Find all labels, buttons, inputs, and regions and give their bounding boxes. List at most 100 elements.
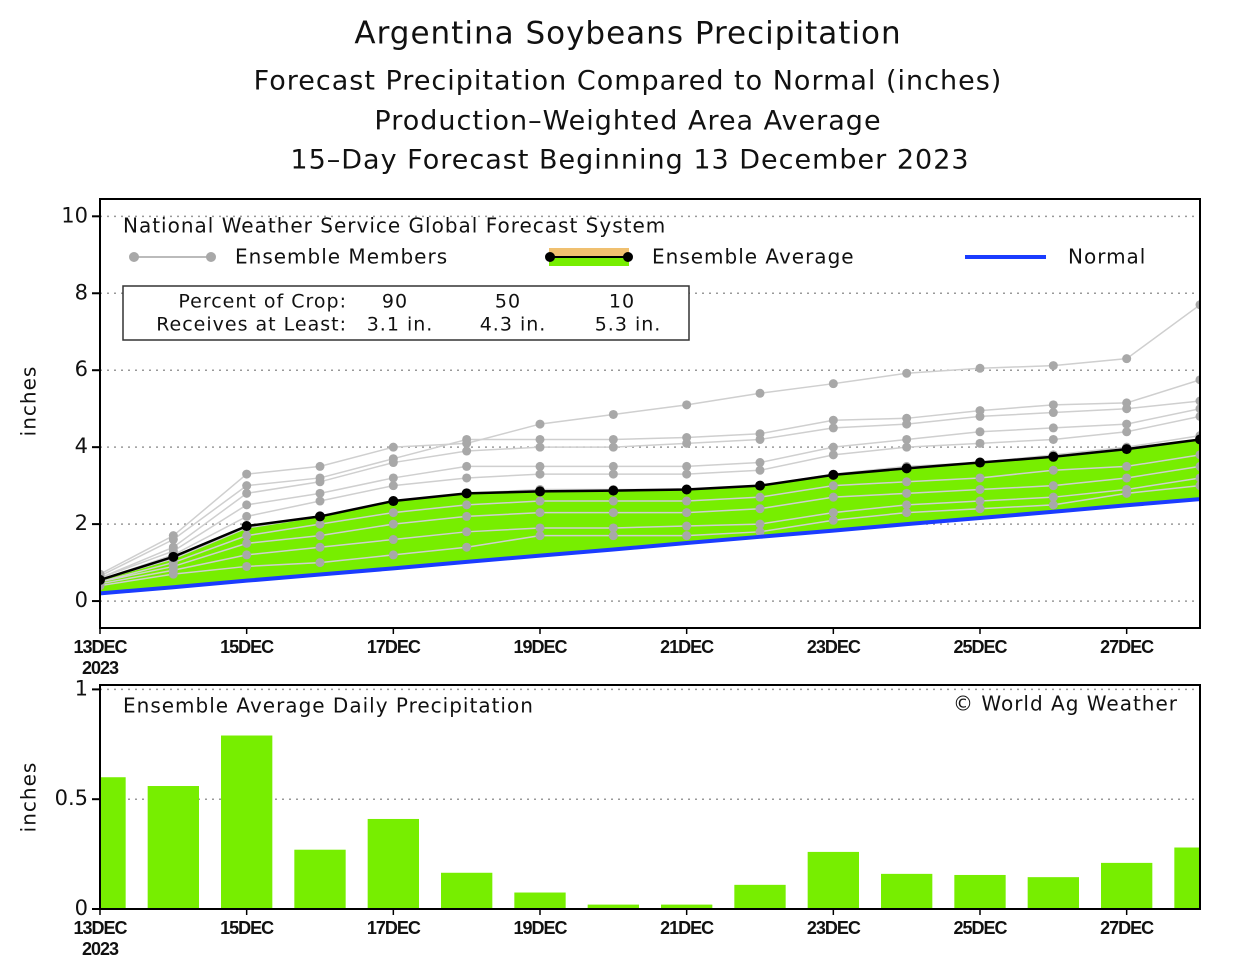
member-point	[315, 542, 325, 552]
average-point	[315, 511, 325, 522]
member-point	[902, 488, 912, 498]
member-point	[315, 496, 325, 506]
average-point	[168, 551, 179, 562]
member-line	[100, 484, 1200, 587]
average-point	[901, 463, 912, 474]
member-point	[828, 415, 838, 425]
x-tick-label: 13DEC	[73, 637, 127, 657]
member-point	[535, 461, 545, 471]
member-point	[242, 500, 252, 510]
plot-frame	[99, 198, 1201, 629]
chart-title: Ensemble Average Daily Precipitation	[123, 694, 534, 718]
member-point	[902, 477, 912, 487]
member-point	[242, 531, 252, 541]
member-point	[682, 531, 692, 541]
member-point	[755, 504, 765, 514]
member-point	[242, 488, 252, 498]
member-point	[608, 508, 618, 518]
member-point	[462, 446, 472, 456]
member-point	[828, 423, 838, 433]
member-point	[902, 500, 912, 510]
member-point	[462, 473, 472, 483]
y-tick-label: 4	[75, 434, 88, 458]
y-tick-label: 0.5	[55, 786, 88, 810]
legend-label: Normal	[1068, 245, 1146, 269]
subtitle: Forecast Precipitation Compared to Norma…	[254, 66, 1003, 97]
member-point	[535, 496, 545, 506]
member-point	[242, 469, 252, 479]
member-point	[1195, 375, 1200, 385]
y-tick-label: 6	[75, 357, 88, 381]
member-point	[315, 519, 325, 529]
member-point	[1048, 361, 1058, 371]
bar	[367, 818, 419, 909]
member-point	[682, 508, 692, 518]
x-tick-label: 13DEC	[73, 918, 127, 938]
average-point	[1121, 444, 1132, 455]
average-point	[681, 484, 692, 495]
member-point	[388, 519, 398, 529]
x-year-label: 2023	[82, 658, 119, 678]
x-tick-label: 21DEC	[660, 637, 714, 657]
member-point	[975, 427, 985, 437]
member-point	[388, 458, 398, 468]
bar	[734, 884, 786, 909]
member-point	[1122, 354, 1132, 364]
member-point	[1122, 404, 1132, 414]
member-point	[608, 469, 618, 479]
member-point	[168, 569, 178, 579]
crop-table	[122, 285, 690, 341]
member-point	[388, 473, 398, 483]
member-point	[682, 469, 692, 479]
credit: © World Ag Weather	[953, 692, 1178, 716]
x-tick-label: 19DEC	[513, 918, 567, 938]
bar	[294, 849, 346, 909]
y-tick-label: 2	[75, 511, 88, 535]
y-tick-label: 0	[75, 896, 88, 920]
member-point	[1048, 500, 1058, 510]
table-cell: 4.3 in.	[480, 314, 547, 336]
member-point	[975, 363, 985, 373]
member-line	[100, 415, 1200, 581]
member-point	[608, 442, 618, 452]
bar	[221, 735, 273, 909]
member-point	[828, 450, 838, 460]
x-tick-label: 19DEC	[513, 637, 567, 657]
member-point	[1122, 473, 1132, 483]
legend-swatch	[623, 252, 633, 262]
legend-swatch	[206, 252, 216, 262]
x-tick-label: 21DEC	[660, 918, 714, 938]
member-point	[462, 511, 472, 521]
x-tick-label: 15DEC	[220, 918, 274, 938]
member-point	[315, 477, 325, 487]
member-point	[902, 442, 912, 452]
table-cell: 50	[495, 291, 521, 313]
legend-swatch	[549, 248, 629, 257]
table-cell: 90	[382, 291, 408, 313]
x-year-label: 2023	[82, 939, 119, 959]
member-point	[975, 484, 985, 494]
table-cell: 5.3 in.	[595, 314, 662, 336]
member-point	[755, 465, 765, 475]
x-tick-label: 17DEC	[367, 637, 421, 657]
normal-line	[100, 497, 1200, 596]
member-point	[902, 434, 912, 444]
bar	[661, 904, 713, 909]
table-cell: 10	[609, 291, 635, 313]
member-point	[315, 558, 325, 568]
member-point	[828, 379, 838, 389]
member-point	[682, 461, 692, 471]
member-point	[1195, 396, 1200, 406]
member-point	[1195, 450, 1200, 460]
y-tick-label: 1	[75, 676, 88, 700]
table-cell: Percent of Crop:	[178, 291, 347, 313]
member-point	[535, 523, 545, 533]
bar	[100, 777, 126, 909]
y-axis-label: inches	[17, 366, 41, 437]
member-point	[1048, 465, 1058, 475]
bar	[1027, 877, 1079, 909]
member-point	[755, 458, 765, 468]
member-point	[462, 542, 472, 552]
member-point	[1195, 481, 1200, 491]
